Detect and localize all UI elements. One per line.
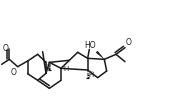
Text: Ḧ: Ḧ	[45, 65, 50, 71]
Text: HO: HO	[84, 41, 96, 50]
Text: O: O	[2, 44, 8, 53]
Polygon shape	[96, 51, 105, 59]
Text: O: O	[11, 68, 17, 77]
Text: H: H	[63, 66, 68, 72]
Text: Ḧ: Ḧ	[89, 72, 94, 78]
Text: O: O	[126, 38, 132, 47]
